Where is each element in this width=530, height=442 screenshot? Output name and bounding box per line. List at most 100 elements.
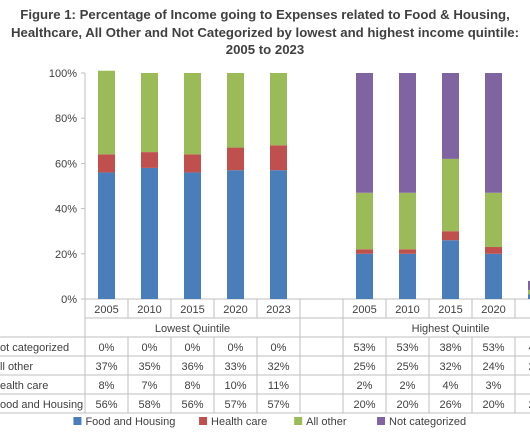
x-category-label: 2010 (395, 304, 419, 316)
bar-segment-not-categorized (356, 73, 373, 193)
bar-segment-health-care (442, 231, 459, 241)
bar-segment-health-care (485, 247, 502, 254)
table-row-label: ood and Housing (0, 399, 83, 411)
bar-segment-not-categorized (528, 280, 530, 290)
bar-segment-food-and-housing (184, 172, 201, 299)
table-cell-value: 11% (268, 380, 289, 392)
table-cell-value: 56% (181, 399, 203, 411)
bar-segment-food-and-housing (141, 167, 158, 299)
bar-segment-not-categorized (485, 73, 502, 193)
bar-segment-food-and-housing (399, 253, 416, 299)
table-cell-value: 38% (439, 342, 461, 354)
x-group-label: Lowest Quintile (155, 323, 230, 335)
bar-segment-food-and-housing (98, 172, 115, 299)
bar-segment-all-other (356, 192, 373, 250)
x-group-label: Highest Quintile (412, 323, 490, 335)
legend-swatch-health-care (199, 417, 208, 425)
bar-segment-all-other (399, 192, 416, 250)
y-tick-label: 0% (61, 294, 77, 306)
table-cell-value: 2% (529, 399, 530, 411)
bar-segment-food-and-housing (356, 253, 373, 299)
table-cell-value: 53% (353, 342, 375, 354)
bar-segment-all-other (485, 192, 502, 248)
legend-swatch-food-and-housing (73, 417, 82, 425)
table-cell-value: 20% (482, 399, 504, 411)
table-cell-value: 53% (482, 342, 504, 354)
table-row-label: ll other (0, 361, 33, 373)
table-cell-value: 58% (138, 399, 160, 411)
x-category-label: 2005 (352, 304, 376, 316)
legend-label: All other (306, 416, 347, 428)
table-cell-value: 10% (224, 380, 246, 392)
bar-segment-health-care (141, 152, 158, 168)
table-cell-value: 8% (99, 380, 115, 392)
table-cell-value: 33% (224, 361, 246, 373)
bar-segment-food-and-housing (442, 240, 459, 299)
bar-segment-not-categorized (399, 73, 416, 193)
bar-segment-food-and-housing (485, 253, 502, 299)
table-cell-value: 0% (99, 342, 115, 354)
bar-segment-all-other (442, 158, 459, 232)
table-cell-value: 2% (357, 380, 373, 392)
x-category-label: 2015 (180, 304, 204, 316)
table-cell-value: 35% (138, 361, 160, 373)
legend-swatch-not-categorized (377, 417, 386, 425)
y-tick-label: 100% (49, 68, 77, 80)
table-cell-value: 36% (181, 361, 203, 373)
table-cell-value: 3% (486, 380, 502, 392)
table-cell-value: 20% (396, 399, 418, 411)
bar-segment-all-other (141, 73, 158, 153)
bar-segment-food-and-housing (227, 170, 244, 299)
legend-swatch-all-other (294, 417, 303, 425)
table-cell-value: 0% (185, 342, 201, 354)
bar-segment-not-categorized (442, 73, 459, 159)
x-category-label: 2005 (94, 304, 118, 316)
bar-segment-health-care (184, 154, 201, 173)
x-category-label: 2020 (481, 304, 505, 316)
bar-segment-food-and-housing (270, 170, 287, 299)
table-cell-value: 57% (224, 399, 246, 411)
table-cell-value: 25% (396, 361, 418, 373)
y-tick-label: 60% (55, 158, 77, 170)
table-cell-value: 32% (267, 361, 289, 373)
table-cell-value: 4% (529, 342, 530, 354)
bar-segment-all-other (98, 70, 115, 155)
table-cell-value: 0% (228, 342, 244, 354)
chart-title: Figure 1: Percentage of Income going to … (0, 6, 530, 59)
bar-segment-health-care (270, 145, 287, 171)
table-cell-value: 26% (439, 399, 461, 411)
bar-segment-all-other (184, 73, 201, 155)
x-category-label: 2023 (266, 304, 290, 316)
table-cell-value: 2% (529, 361, 530, 373)
table-cell-value: 53% (396, 342, 418, 354)
table-cell-value: 32% (439, 361, 461, 373)
table-cell-value: 4% (443, 380, 459, 392)
table-cell-value: 8% (185, 380, 201, 392)
table-cell-value: 24% (482, 361, 504, 373)
table-row-label: ot categorized (0, 342, 69, 354)
bar-segment-all-other (227, 73, 244, 148)
table-cell-value: 25% (353, 361, 375, 373)
x-category-label: 2010 (137, 304, 161, 316)
y-tick-label: 20% (55, 249, 77, 261)
bar-segment-health-care (227, 147, 244, 171)
legend-label: Health care (211, 416, 267, 428)
legend-label: Food and Housing (85, 416, 175, 428)
chart-title-line-2: Healthcare, All Other and Not Categorize… (10, 24, 520, 40)
legend-label: Not categorized (389, 416, 466, 428)
table-cell-value: 37% (95, 361, 117, 373)
table-cell-value: 0% (271, 342, 287, 354)
chart-title-line-1: Figure 1: Percentage of Income going to … (20, 7, 510, 22)
table-cell-value: 56% (95, 399, 117, 411)
bar-segment-health-care (399, 249, 416, 254)
bar-segment-health-care (356, 249, 373, 254)
bar-segment-health-care (98, 154, 115, 173)
bar-segment-all-other (270, 73, 287, 146)
y-tick-label: 40% (55, 204, 77, 216)
table-cell-value: 57% (267, 399, 289, 411)
table-cell-value: 0% (142, 342, 158, 354)
bar-segment-food-and-housing (528, 294, 530, 299)
table-cell-value: 20% (353, 399, 375, 411)
table-row-label: ealth care (0, 380, 48, 392)
table-cell-value: 2% (400, 380, 416, 392)
